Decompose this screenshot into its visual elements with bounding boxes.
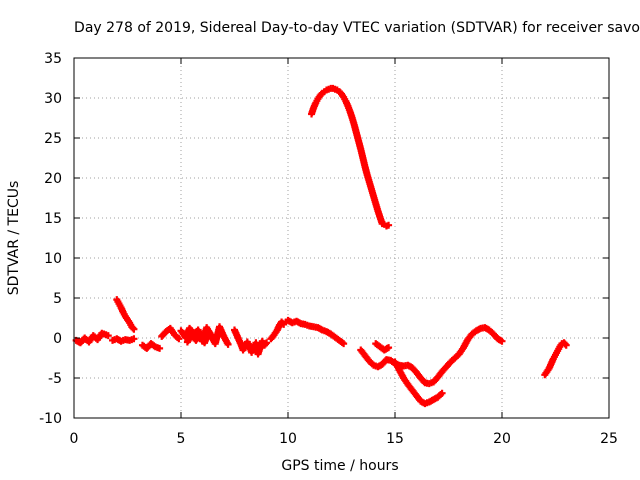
data-point [562, 341, 570, 349]
axis-ticks [73, 57, 610, 419]
data-point [130, 325, 138, 333]
y-tick-label: 15 [44, 211, 62, 227]
data-point [104, 332, 112, 340]
data-point [209, 334, 217, 342]
y-tick-label: 20 [44, 171, 62, 187]
data-point [438, 389, 446, 397]
grid-layer [74, 58, 609, 418]
y-axis-label: SDTVAR / TECUs [6, 181, 22, 296]
data-point [156, 344, 164, 352]
data-point [175, 335, 183, 343]
x-tick-label: 0 [70, 431, 79, 447]
x-axis-label: GPS time / hours [281, 458, 398, 474]
y-tick-label: 25 [44, 131, 62, 147]
data-points [72, 84, 570, 408]
y-tick-label: 30 [44, 91, 62, 107]
data-point [498, 337, 506, 345]
x-tick-label: 15 [386, 431, 404, 447]
x-tick-label: 10 [279, 431, 297, 447]
chart-title: Day 278 of 2019, Sidereal Day-to-day VTE… [74, 20, 640, 36]
x-tick-label: 20 [493, 431, 511, 447]
data-point [340, 340, 348, 348]
plot-frame [73, 57, 610, 419]
y-tick-label: 5 [53, 291, 62, 307]
x-tick-label: 5 [177, 431, 186, 447]
data-point [385, 221, 393, 229]
data-point [263, 339, 271, 347]
data-point [224, 340, 232, 348]
y-tick-label: 10 [44, 251, 62, 267]
y-tick-label: -5 [48, 371, 62, 387]
y-tick-label: 0 [53, 331, 62, 347]
data-point [130, 335, 138, 343]
y-tick-label: 35 [44, 51, 62, 67]
tick-labels: -10 -5 0 5 10 15 20 25 30 35 0 5 10 15 20 25 [39, 51, 618, 447]
y-tick-label: -10 [39, 411, 62, 427]
x-tick-label: 25 [600, 431, 618, 447]
data-point [385, 344, 393, 352]
